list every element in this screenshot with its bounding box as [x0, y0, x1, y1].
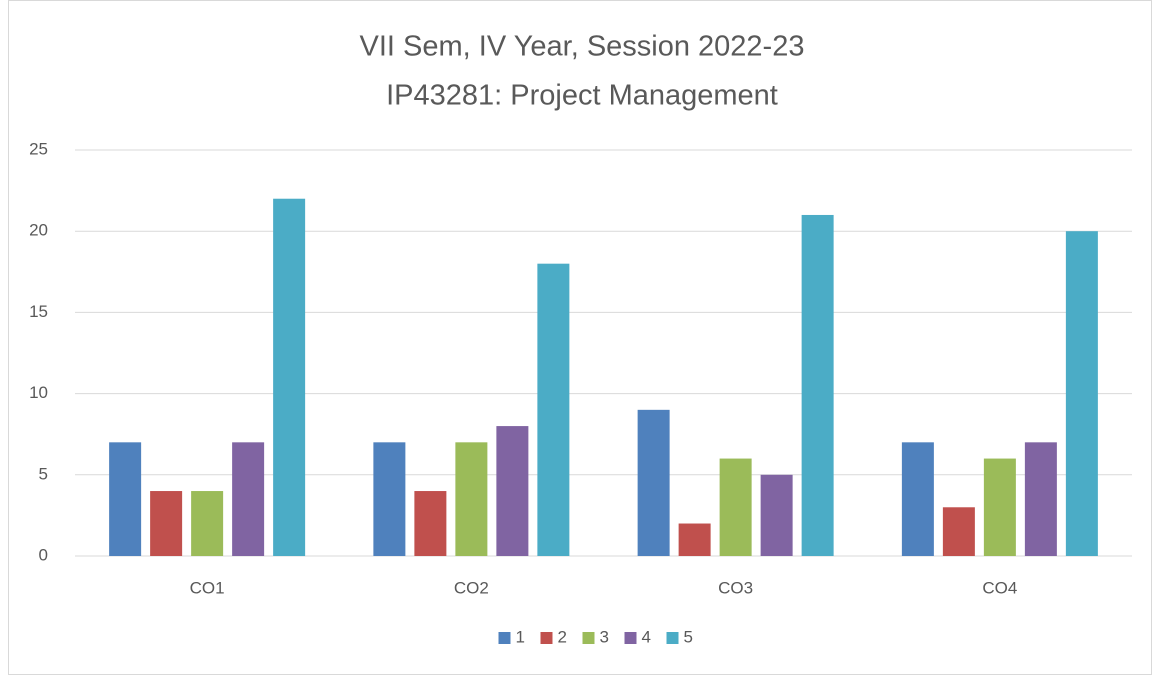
y-tick-label: 0 [39, 545, 48, 564]
chart-subtitle: IP43281: Project Management [386, 80, 778, 112]
bar [191, 491, 224, 556]
y-tick-label: 15 [29, 302, 48, 321]
bar [719, 458, 752, 556]
bar [496, 426, 529, 556]
bar [1065, 231, 1098, 556]
bar [983, 458, 1016, 556]
legend-label: 4 [642, 627, 651, 646]
bar [942, 507, 975, 556]
bar [414, 491, 447, 556]
chart-title: VII Sem, IV Year, Session 2022-23 [360, 31, 805, 63]
legend-label: 5 [684, 627, 693, 646]
y-tick-label: 20 [29, 221, 48, 240]
bar [537, 263, 570, 556]
bar [678, 523, 711, 556]
legend-swatch [498, 632, 511, 644]
legend-swatch [540, 632, 553, 644]
bar [273, 198, 306, 556]
bar [801, 214, 834, 556]
x-tick-label: CO3 [718, 578, 753, 597]
y-tick-label: 25 [29, 139, 48, 158]
chart-border [8, 0, 1152, 675]
x-tick-label: CO1 [190, 578, 225, 597]
legend-swatch [666, 632, 679, 644]
legend-label: 2 [558, 627, 567, 646]
bar [373, 442, 406, 556]
bar [455, 442, 488, 556]
bar [109, 442, 142, 556]
bar [901, 442, 934, 556]
bar [232, 442, 265, 556]
legend-swatch [582, 632, 595, 644]
y-tick-label: 5 [39, 464, 48, 483]
bar [760, 474, 793, 556]
bar [150, 491, 183, 556]
x-tick-label: CO2 [454, 578, 489, 597]
bar [637, 409, 670, 556]
bar [1024, 442, 1057, 556]
legend-swatch [624, 632, 637, 644]
legend-label: 1 [516, 627, 525, 646]
legend-label: 3 [600, 627, 609, 646]
x-tick-label: CO4 [982, 578, 1017, 597]
y-tick-label: 10 [29, 383, 48, 402]
